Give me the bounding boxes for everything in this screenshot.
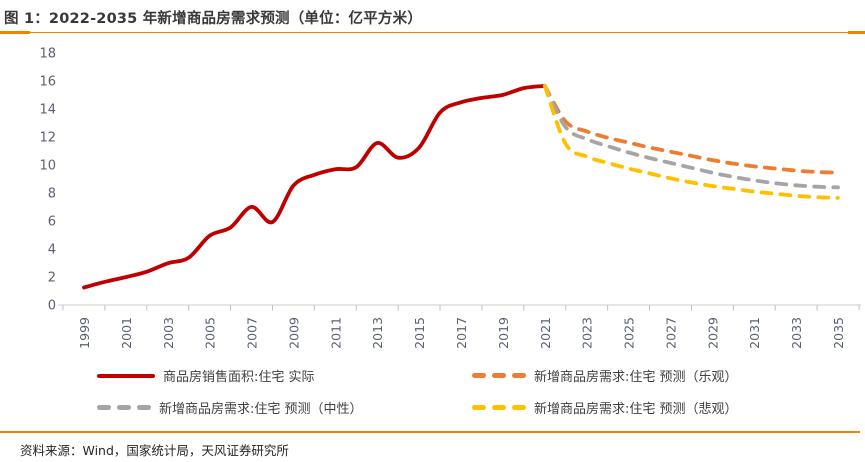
legend-marker-optimistic-dashed-line: [472, 373, 526, 378]
legend-label-forecast-optimistic: 新增商品房需求:住宅 预测（乐观）: [534, 370, 738, 385]
y-tick-label: 4: [48, 243, 56, 258]
x-tick-label: 2009: [286, 317, 301, 349]
x-tick-label: 2005: [203, 317, 218, 349]
x-tick-label: 2035: [831, 317, 846, 349]
x-tick-label: 2031: [747, 317, 762, 349]
x-tick-label: 2033: [789, 317, 804, 349]
x-tick-label: 2025: [622, 317, 637, 349]
x-tick-label: 2019: [496, 317, 511, 349]
footer-divider-rule: [0, 431, 860, 433]
y-tick-label: 6: [48, 215, 56, 230]
legend-marker-pessimistic-dashed-line: [472, 405, 526, 410]
legend-item-forecast-neutral: 新增商品房需求:住宅 预测（中性）: [97, 397, 472, 418]
y-tick-label: 8: [48, 187, 56, 202]
series-line-1: [542, 84, 840, 175]
title-underline-rule: [0, 31, 865, 34]
x-tick-label: 2021: [538, 317, 553, 349]
x-tick-label: 2017: [454, 317, 469, 349]
x-tick-label: 2015: [412, 317, 427, 349]
x-tick-label: 2029: [705, 317, 720, 349]
legend-marker-actual-solid-line: [97, 373, 155, 378]
series-line-3: [542, 84, 840, 200]
x-tick-label: 2007: [245, 317, 260, 349]
x-tick-label: 2001: [119, 317, 134, 349]
legend-item-forecast-pessimistic: 新增商品房需求:住宅 预测（悲观）: [472, 397, 738, 418]
legend-item-actual: 商品房销售面积:住宅 实际: [97, 365, 472, 386]
legend-marker-neutral-dashed-line: [97, 405, 151, 410]
figure-title: 图 1：2022-2035 年新增商品房需求预测（单位：亿平方米）: [4, 11, 423, 27]
x-tick-label: 2003: [161, 317, 176, 349]
legend-label-forecast-neutral: 新增商品房需求:住宅 预测（中性）: [159, 402, 363, 417]
y-tick-label: 18: [39, 47, 56, 62]
y-tick-label: 2: [48, 271, 56, 286]
y-tick-label: 14: [39, 103, 56, 118]
legend-item-forecast-optimistic: 新增商品房需求:住宅 预测（乐观）: [472, 365, 738, 386]
chart-legend: 商品房销售面积:住宅 实际 新增商品房需求:住宅 预测（乐观） 新增商品房需求:…: [97, 365, 738, 418]
y-tick-label: 0: [48, 299, 56, 314]
x-tick-label: 2023: [580, 317, 595, 349]
legend-label-actual: 商品房销售面积:住宅 实际: [163, 370, 315, 385]
y-tick-label: 16: [39, 75, 56, 90]
chart-area: 0 2 4 6 8 10 12 14 16 18 1999 2001 2003 2005 2007 2009 2…: [0, 38, 865, 368]
x-tick-label: 1999: [77, 317, 92, 349]
line-chart: 0 2 4 6 8 10 12 14 16 18 1999 2001 2003 2005 2007 2009 2…: [39, 47, 861, 349]
title-underline-right-cap: [848, 31, 865, 34]
x-tick-label: 2013: [370, 317, 385, 349]
title-underline-left-cap: [0, 31, 30, 34]
series-line-2: [542, 84, 840, 190]
x-tick-label: 2027: [663, 317, 678, 349]
x-tick-label: 2011: [328, 317, 343, 349]
source-note: 资料来源：Wind，国家统计局，天风证券研究所: [20, 443, 289, 458]
y-tick-label: 10: [39, 159, 56, 174]
legend-label-forecast-pessimistic: 新增商品房需求:住宅 预测（悲观）: [534, 402, 738, 417]
series-line-0: [82, 84, 547, 290]
y-tick-label: 12: [39, 131, 56, 146]
